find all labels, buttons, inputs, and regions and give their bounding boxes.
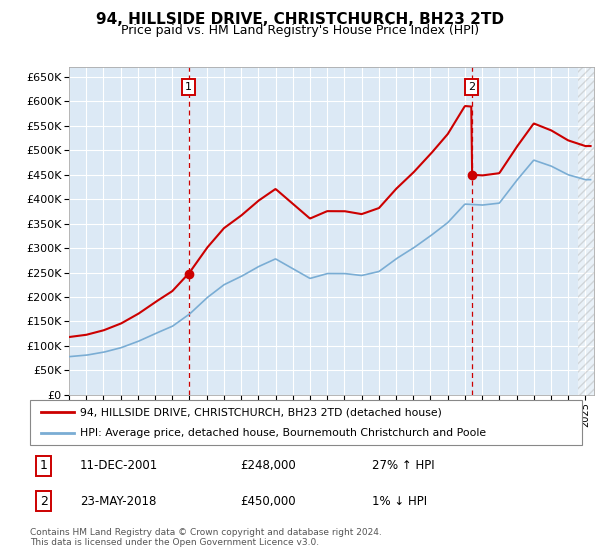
Text: 27% ↑ HPI: 27% ↑ HPI [372,459,435,473]
Text: HPI: Average price, detached house, Bournemouth Christchurch and Poole: HPI: Average price, detached house, Bour… [80,428,486,438]
Text: Price paid vs. HM Land Registry's House Price Index (HPI): Price paid vs. HM Land Registry's House … [121,24,479,37]
Text: £248,000: £248,000 [240,459,296,473]
Text: £450,000: £450,000 [240,495,295,508]
Text: 94, HILLSIDE DRIVE, CHRISTCHURCH, BH23 2TD (detached house): 94, HILLSIDE DRIVE, CHRISTCHURCH, BH23 2… [80,408,442,418]
Text: 2: 2 [468,82,475,92]
Text: 1: 1 [185,82,192,92]
Text: Contains HM Land Registry data © Crown copyright and database right 2024.
This d: Contains HM Land Registry data © Crown c… [30,528,382,547]
FancyBboxPatch shape [30,400,582,445]
Text: 2: 2 [40,495,48,508]
Text: 94, HILLSIDE DRIVE, CHRISTCHURCH, BH23 2TD: 94, HILLSIDE DRIVE, CHRISTCHURCH, BH23 2… [96,12,504,27]
Text: 1: 1 [40,459,48,473]
Text: 1% ↓ HPI: 1% ↓ HPI [372,495,427,508]
Text: 11-DEC-2001: 11-DEC-2001 [80,459,158,473]
Text: 23-MAY-2018: 23-MAY-2018 [80,495,156,508]
